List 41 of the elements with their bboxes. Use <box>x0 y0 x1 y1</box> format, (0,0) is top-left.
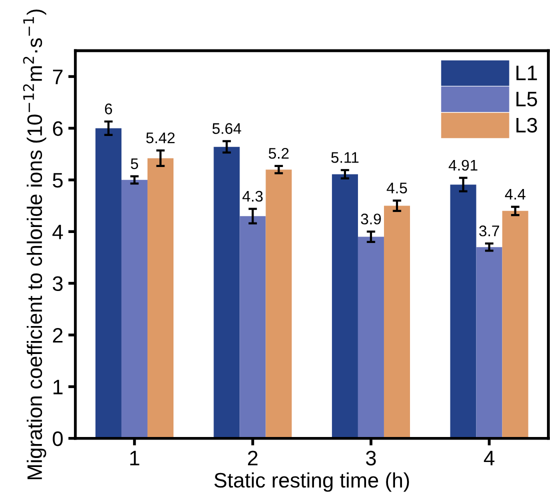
bar <box>476 247 502 438</box>
y-tick-label: 6 <box>53 121 63 136</box>
y-axis-title: Migration coefficient to chloride ions (10$^{−12}$m$^{2}$·s$^{−1}$) <box>23 10 46 480</box>
legend-label: L5 <box>516 92 538 106</box>
data-label: 5.42 <box>146 132 175 144</box>
bar <box>240 216 266 438</box>
bar <box>214 146 240 438</box>
data-label: 4.4 <box>504 188 526 200</box>
bar <box>450 184 476 438</box>
bar <box>358 236 384 438</box>
data-label: 4.5 <box>386 182 407 194</box>
y-tick-label: 7 <box>53 70 62 84</box>
y-tick-label: 1 <box>54 380 63 394</box>
y-tick-label: 3 <box>52 276 63 292</box>
data-label: 5.64 <box>212 123 242 134</box>
bar <box>266 170 292 438</box>
x-axis-title: Static resting time (h) <box>214 472 409 492</box>
data-label: 6 <box>104 104 112 114</box>
bar <box>95 128 122 438</box>
bar <box>502 210 528 438</box>
data-label: 5.2 <box>268 148 289 159</box>
x-tick-label: 3 <box>366 450 376 466</box>
data-label: 3.9 <box>360 214 381 224</box>
legend-label: L3 <box>516 118 538 133</box>
bar <box>384 206 410 438</box>
y-tick-label: 2 <box>53 328 62 343</box>
x-tick-label: 1 <box>130 450 140 466</box>
bar <box>147 158 174 438</box>
legend-label: L1 <box>516 66 537 80</box>
data-label: 5.11 <box>331 152 359 163</box>
y-tick-label: 4 <box>52 224 63 240</box>
data-label: 4.91 <box>448 160 478 171</box>
data-label: 3.7 <box>479 225 500 236</box>
x-tick-label: 4 <box>484 450 494 466</box>
y-tick-label: 0 <box>52 431 63 446</box>
x-tick-label: 2 <box>248 450 258 466</box>
y-tick-label: 5 <box>52 173 63 188</box>
data-label: 5 <box>130 158 138 170</box>
bar <box>332 174 358 438</box>
data-label: 4.3 <box>242 190 263 202</box>
bar <box>121 180 148 438</box>
